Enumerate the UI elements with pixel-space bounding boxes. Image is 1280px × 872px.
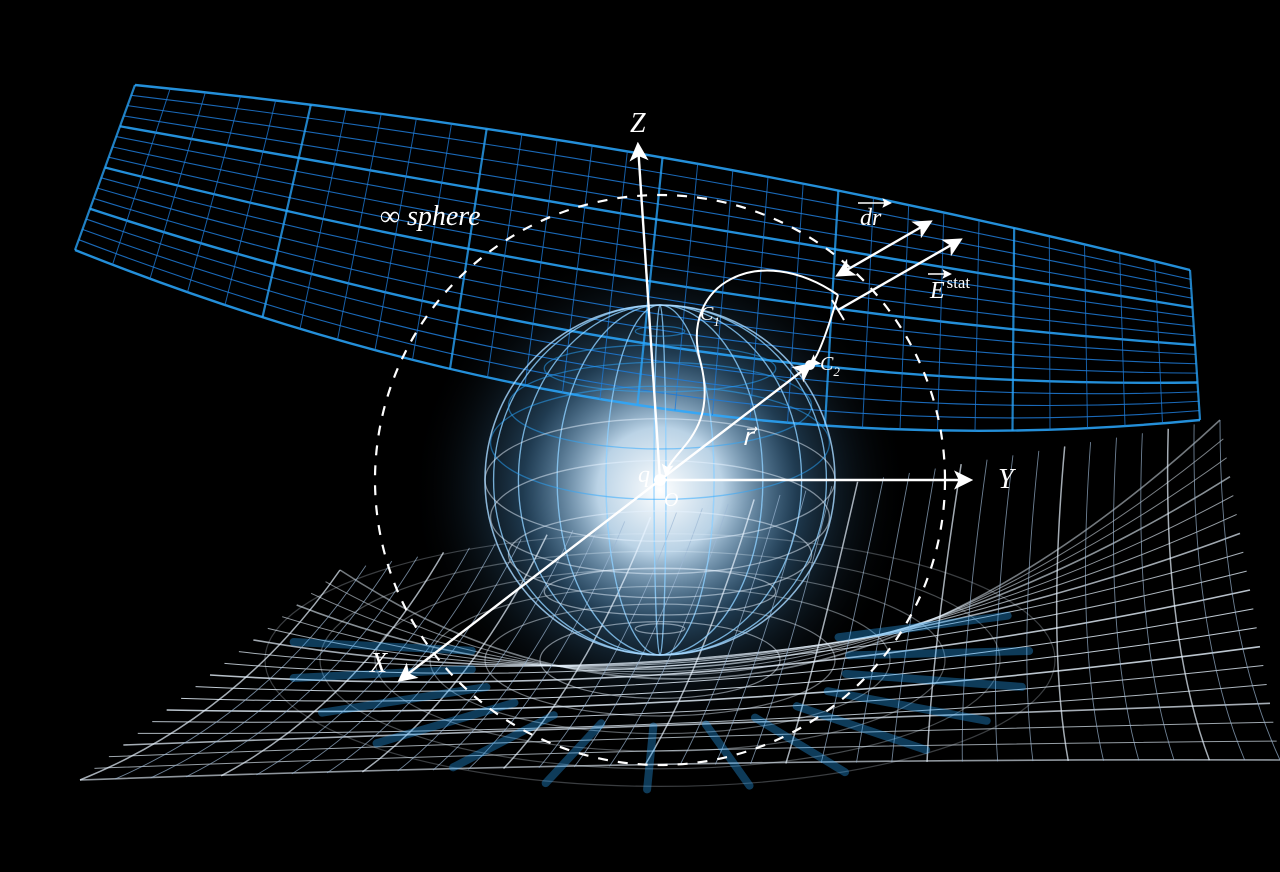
x-axis-label: X [369,648,388,679]
c2-letter: C [820,353,834,375]
infinity-sphere-label: ∞ sphere [380,201,481,232]
c1-letter: C [700,303,714,325]
origin-point [654,474,666,486]
dr-vector-label-text: dr [860,205,882,231]
c1-subscript: 1 [713,314,720,329]
e-letter: E [929,278,945,304]
origin-label-O: O [664,489,678,511]
e-superscript: stat [947,273,971,292]
z-axis-label: Z [630,108,646,139]
origin-label-q: q [638,462,650,488]
physics-diagram: ∞ sphere Z Y X O q r⃗ C1 C2 dr Estat [0,0,1280,872]
c2-subscript: 2 [833,364,840,379]
